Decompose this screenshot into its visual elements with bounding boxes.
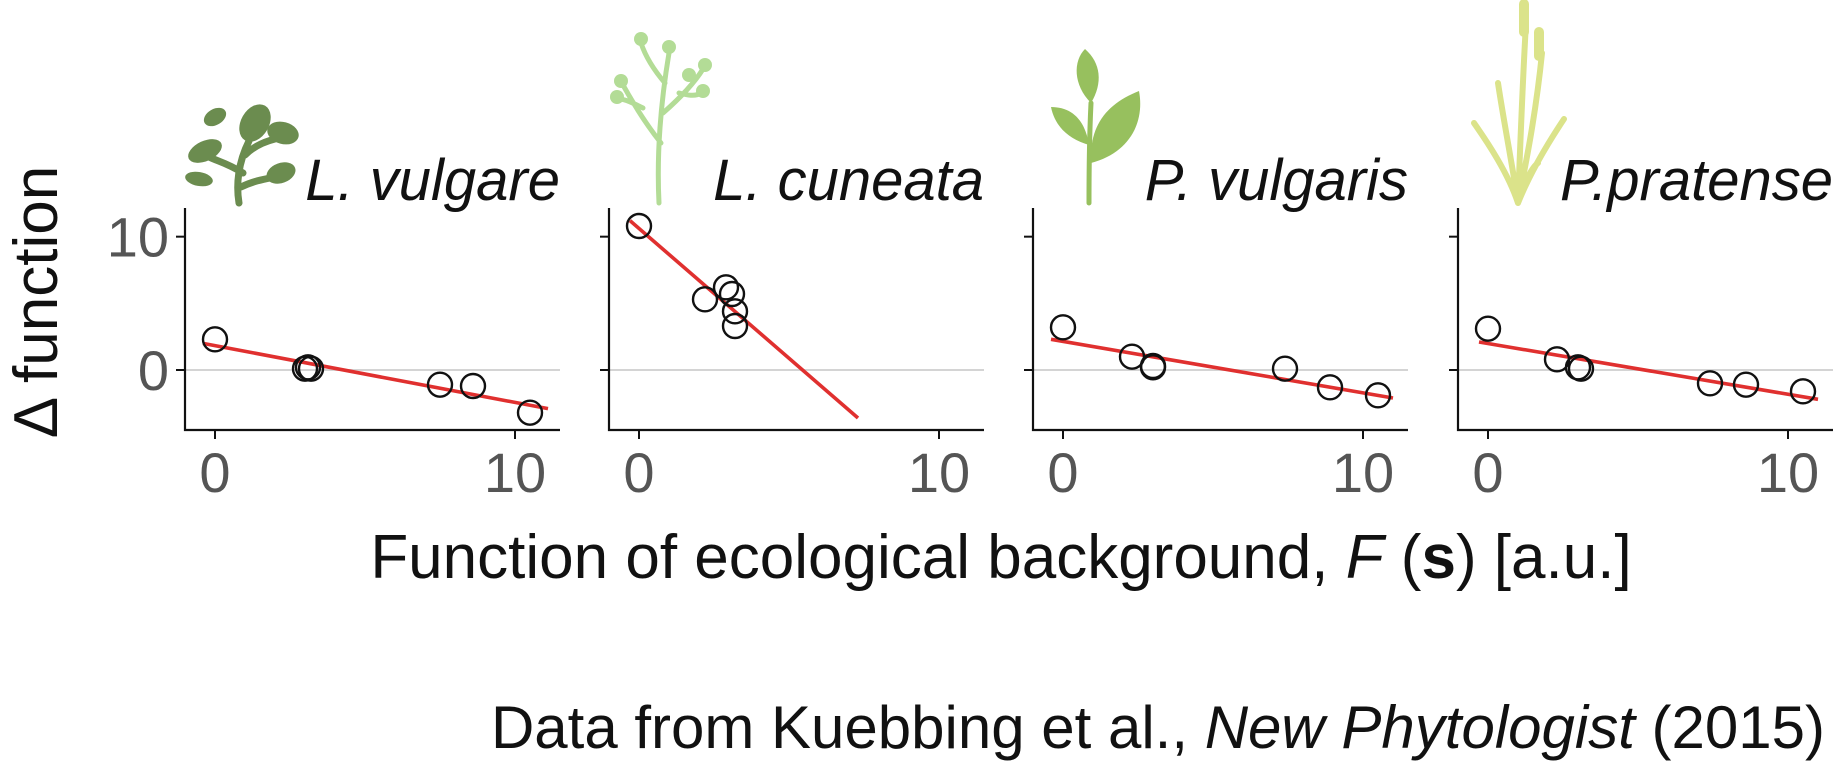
data-point — [1789, 378, 1817, 405]
caption: Data from Kuebbing et al., New Phytologi… — [491, 694, 1825, 761]
data-point — [297, 355, 325, 382]
data-point — [1316, 374, 1344, 401]
x-tick-label: 10 — [1332, 441, 1394, 504]
caption-prefix: Data from Kuebbing et al., — [491, 694, 1205, 761]
x-tick-label: 0 — [1047, 441, 1078, 504]
fit-line — [1050, 337, 1394, 400]
y-tick-label: 10 — [107, 206, 169, 269]
plant-icon-leaves — [1051, 49, 1141, 206]
panel: 0 10 L. cuneata — [600, 32, 984, 504]
data-point — [721, 312, 749, 340]
x-axis-label-suffix: ) [a.u.] — [1456, 523, 1632, 592]
fit-line — [1478, 340, 1819, 402]
fit-line — [202, 341, 549, 411]
data-point — [1732, 371, 1760, 398]
x-tick-label: 10 — [908, 441, 970, 504]
panel: 0 10 P.pratense — [1449, 0, 1833, 504]
data-point — [459, 372, 487, 400]
x-axis-label-italic: F — [1346, 523, 1387, 592]
caption-year: (2015) — [1635, 694, 1825, 761]
data-point — [1696, 370, 1724, 397]
data-point — [1139, 354, 1167, 381]
x-tick-label: 10 — [484, 441, 546, 504]
data-point — [426, 371, 454, 398]
data-point — [625, 212, 653, 240]
data-point — [1364, 382, 1392, 409]
x-tick-label: 0 — [1472, 441, 1503, 504]
data-point — [712, 274, 740, 301]
x-axis-label-prefix: Function of ecological background, — [370, 523, 1345, 592]
data-point — [1567, 355, 1595, 382]
panel-title: L. vulgare — [305, 148, 560, 213]
axis-lines — [1031, 208, 1408, 432]
data-point — [691, 286, 719, 313]
axis-lines — [1456, 208, 1833, 432]
plant-icon-feathery — [610, 32, 712, 206]
data-point — [516, 399, 544, 426]
plant-icon-leafy — [185, 104, 299, 207]
panel-title: L. cuneata — [713, 148, 984, 213]
x-tick-label: 0 — [623, 441, 654, 504]
plant-icon-grass — [1471, 0, 1567, 206]
panel-title: P. vulgaris — [1145, 148, 1408, 213]
data-point — [1271, 355, 1299, 382]
x-tick-label: 10 — [1757, 441, 1819, 504]
data-point — [718, 280, 746, 308]
x-axis-label-bold: s — [1421, 523, 1455, 592]
axis-lines — [183, 208, 560, 432]
data-point — [721, 298, 749, 325]
y-tick-label: 0 — [138, 339, 169, 402]
panel-title: P.pratense — [1560, 148, 1833, 213]
panel: 0 10 P. vulgaris — [1024, 49, 1408, 504]
panel: 0 10 0 10 L. vulgare — [107, 104, 560, 504]
axis-lines — [607, 208, 984, 432]
data-point — [201, 326, 229, 353]
data-point — [1474, 315, 1502, 342]
y-axis-label: Δ function — [2, 166, 71, 438]
x-axis-label: Function of ecological background, F (s)… — [370, 523, 1631, 592]
data-point — [1049, 314, 1077, 341]
panels: 0 10 0 10 L. vulgare 0 10 L. cuneata 0 10 P. vulga… — [107, 0, 1833, 504]
x-tick-label: 0 — [199, 441, 230, 504]
x-axis-label-open: ( — [1384, 523, 1422, 592]
caption-journal: New Phytologist — [1205, 694, 1638, 761]
